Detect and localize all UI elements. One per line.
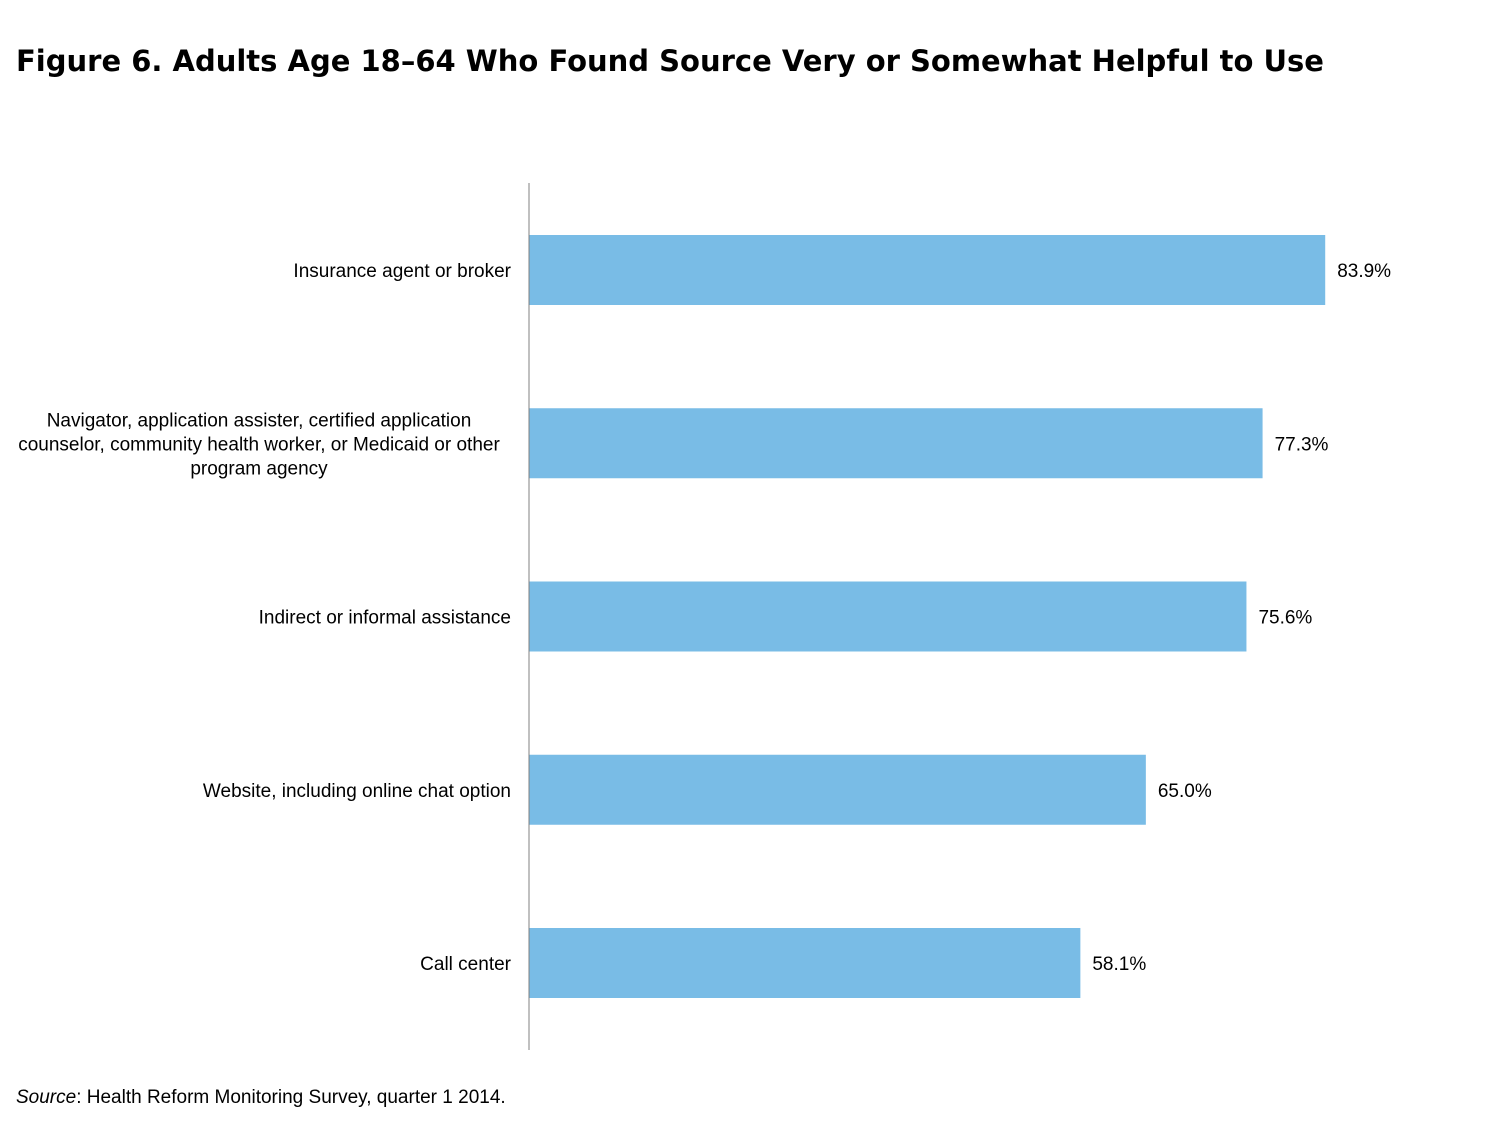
data-label: 58.1%	[1092, 954, 1146, 975]
bar	[529, 408, 1263, 479]
category-label-line: Navigator, application assister, certifi…	[47, 410, 472, 431]
source-text: : Health Reform Monitoring Survey, quart…	[76, 1087, 506, 1108]
category-label: Indirect or informal assistance	[259, 608, 511, 629]
data-label: 75.6%	[1258, 608, 1312, 629]
category-label: Insurance agent or broker	[293, 261, 511, 282]
source-label: Source	[16, 1087, 77, 1108]
data-label: 83.9%	[1337, 261, 1391, 282]
category-labels-layer: Insurance agent or broker Navigator, appl…	[18, 261, 511, 975]
bar	[529, 928, 1081, 998]
data-labels-layer: 83.9% 77.3% 75.6% 65.0% 58.1%	[1092, 261, 1391, 975]
category-label-line: program agency	[190, 458, 328, 479]
category-label: Call center	[420, 954, 511, 975]
bar	[529, 754, 1146, 825]
chart-title: Figure 6. Adults Age 18–64 Who Found Sou…	[16, 44, 1324, 78]
source-note: Source: Health Reform Monitoring Survey,…	[16, 1087, 506, 1109]
category-label: Navigator, application assister, certifi…	[18, 410, 500, 479]
category-label: Website, including online chat option	[203, 781, 511, 802]
data-label: 65.0%	[1158, 781, 1212, 802]
bar	[529, 235, 1326, 305]
data-label: 77.3%	[1275, 434, 1329, 455]
bars-layer	[529, 235, 1326, 998]
bar	[529, 581, 1247, 652]
category-label-line: counselor, community health worker, or M…	[18, 434, 500, 455]
